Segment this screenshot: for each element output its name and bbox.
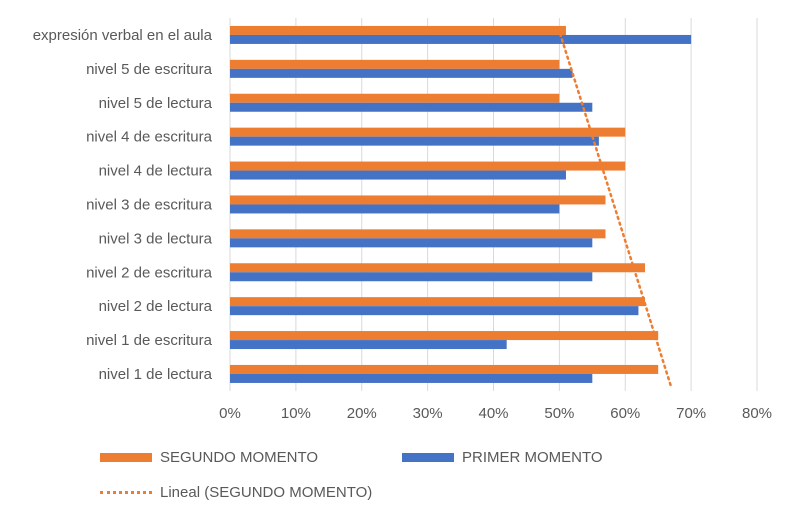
bar-segundo [230, 127, 626, 137]
bar-chart: 0% 10% 20% 30% 40% 50% 60% 70% 80% nivel 1 de lec… [33, 18, 772, 422]
bar-segundo [230, 195, 606, 205]
legend-swatch-segundo [100, 453, 152, 462]
bar-segundo [230, 331, 659, 341]
x-tick-label: 20% [347, 405, 377, 422]
category-label: nivel 5 de escritura [86, 61, 213, 78]
legend-swatch-primer [402, 453, 454, 462]
bar-segundo [230, 25, 566, 35]
legend-item-primer: PRIMER MOMENTO [402, 449, 603, 466]
bar-segundo [230, 93, 560, 103]
legend-item-trendline: Lineal (SEGUNDO MOMENTO) [100, 484, 372, 501]
x-tick-label: 60% [610, 405, 640, 422]
bar-segundo [230, 364, 659, 374]
bar-primer [230, 102, 593, 112]
category-label: nivel 2 de escritura [86, 264, 213, 281]
category-label: nivel 3 de escritura [86, 196, 213, 213]
category-label: nivel 2 de lectura [99, 298, 213, 315]
bar-segundo [230, 161, 626, 171]
bar-segundo [230, 297, 646, 307]
x-tick-label: 0% [219, 405, 241, 422]
bar-primer [230, 306, 639, 316]
x-tick-label: 10% [281, 405, 311, 422]
bar-primer [230, 68, 573, 78]
trendline [558, 29, 672, 387]
bar-primer [230, 238, 593, 248]
x-tick-label: 70% [676, 405, 706, 422]
bar-segundo [230, 263, 646, 273]
legend-label-primer: PRIMER MOMENTO [462, 449, 603, 466]
category-label: nivel 5 de lectura [99, 95, 213, 112]
bar-segundo [230, 59, 560, 69]
x-tick-label: 40% [478, 405, 508, 422]
bar-primer [230, 34, 692, 44]
category-label: nivel 1 de escritura [86, 332, 213, 349]
bar-primer [230, 340, 507, 350]
category-label: nivel 1 de lectura [99, 366, 213, 383]
category-label: nivel 4 de escritura [86, 129, 213, 146]
legend-label-trendline: Lineal (SEGUNDO MOMENTO) [160, 484, 373, 501]
bar-primer [230, 136, 599, 146]
bar-primer [230, 272, 593, 282]
x-tick-label: 30% [413, 405, 443, 422]
legend-item-segundo: SEGUNDO MOMENTO [100, 449, 318, 466]
category-label: nivel 4 de lectura [99, 163, 213, 180]
legend-label-segundo: SEGUNDO MOMENTO [160, 449, 319, 466]
legend-swatch-trendline [100, 491, 152, 494]
category-label: nivel 3 de lectura [99, 230, 213, 247]
x-tick-label: 80% [742, 405, 772, 422]
bar-primer [230, 373, 593, 383]
category-label: expresión verbal en el aula [33, 27, 213, 44]
bar-segundo [230, 229, 606, 239]
x-tick-label: 50% [544, 405, 574, 422]
bar-primer [230, 204, 560, 214]
bar-primer [230, 170, 566, 180]
